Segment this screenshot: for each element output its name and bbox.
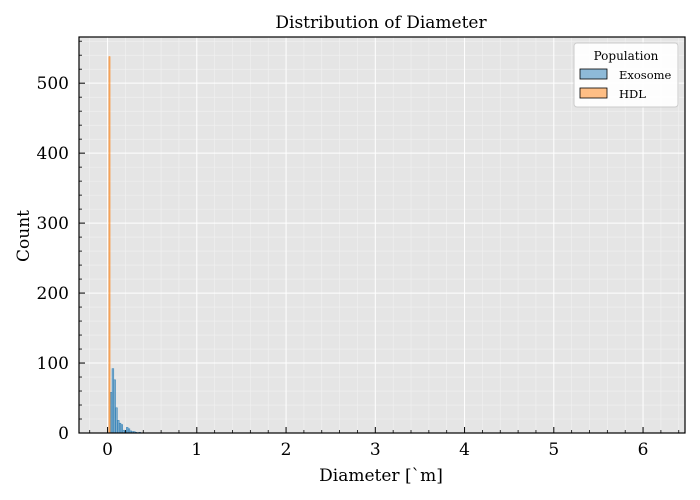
histogram-bar-exosome [120, 424, 123, 434]
legend-label-exosome: Exosome [619, 68, 672, 82]
x-tick-label: 0 [102, 440, 113, 460]
histogram-bar-exosome [113, 379, 116, 434]
bars-group [108, 56, 141, 434]
x-tick-label: 3 [370, 440, 381, 460]
histogram-bar-exosome [111, 368, 115, 434]
legend-swatch-hdl [579, 87, 608, 99]
histogram-bar-exosome [118, 422, 122, 434]
y-tick-label: 200 [37, 284, 69, 304]
x-tick-label: 2 [281, 440, 292, 460]
y-tick-label: 100 [37, 354, 69, 374]
x-tick-label: 4 [459, 440, 470, 460]
y-tick-label: 300 [37, 214, 69, 234]
legend-label-hdl: HDL [619, 87, 646, 101]
x-tick-label: 5 [548, 440, 559, 460]
x-tick-label: 6 [638, 440, 649, 460]
legend: Population Exosome HDL [573, 42, 679, 108]
legend-title: Population [594, 49, 659, 63]
y-tick-label: 500 [37, 74, 69, 94]
histogram-bar-exosome [109, 392, 113, 434]
legend-swatch-exosome [579, 68, 608, 80]
histogram-bar-hdl [108, 56, 111, 434]
chart-title: Distribution of Diameter [275, 13, 487, 33]
histogram-bar-exosome [127, 428, 131, 434]
y-axis-label: Count [14, 210, 34, 262]
y-tick-label: 0 [58, 424, 69, 444]
histogram-bar-exosome [117, 420, 120, 434]
plot-frame [78, 36, 686, 434]
axes-group: 0 1 2 3 4 5 6 0 100 200 300 400 500 [37, 40, 680, 460]
y-tick-label: 400 [37, 144, 69, 164]
histogram-bar-exosome [126, 427, 129, 434]
histogram-bar-exosome [115, 407, 118, 434]
x-tick-label: 1 [191, 440, 202, 460]
x-axis-label: Diameter [`m] [319, 466, 443, 486]
